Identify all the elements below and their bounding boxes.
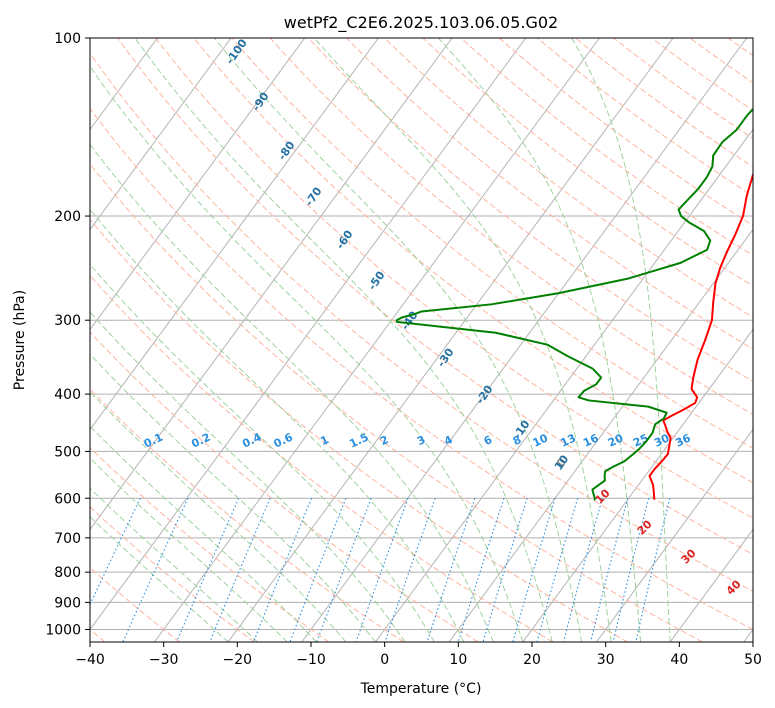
dry-adiabat-line <box>117 38 753 555</box>
isotherm-line <box>522 328 753 642</box>
y-tick-label: 500 <box>54 444 81 460</box>
mixing-ratio-line <box>563 498 603 642</box>
y-tick-label: 200 <box>54 209 81 225</box>
mixing-ratio-line <box>384 498 436 642</box>
x-tick-label: 10 <box>449 652 467 668</box>
mixing-ratio-label: 30 <box>652 431 672 449</box>
mixing-ratio-line <box>355 498 409 642</box>
isotherm-line <box>154 38 600 642</box>
x-tick-label: 50 <box>744 652 762 668</box>
mixing-ratio-line <box>512 498 556 642</box>
pressure-gridlines <box>90 38 753 630</box>
moist-adiabat-line <box>134 38 553 642</box>
x-tick-label: −10 <box>296 652 326 668</box>
dry-adiabat-line <box>90 331 479 642</box>
x-tick-label: 30 <box>597 652 615 668</box>
y-tick-label: 400 <box>54 387 81 403</box>
mixing-ratio-line <box>289 498 347 642</box>
dry-adiabat-line <box>90 274 554 642</box>
y-tick-label: 900 <box>54 595 81 611</box>
moist-adiabat-line <box>571 38 671 642</box>
chart-title: wetPf2_C2E6.2025.103.06.05.G02 <box>284 13 558 33</box>
isotherm-lines <box>90 38 753 642</box>
dry-adiabat-line <box>90 566 180 642</box>
mixing-ratio-lines <box>90 498 671 642</box>
moist-adiabat-line <box>90 425 317 642</box>
isotherm-line <box>375 128 753 642</box>
dry-adiabat-line <box>90 218 629 642</box>
moist-adiabat-line <box>90 65 524 642</box>
dry-adiabat-line <box>346 38 753 350</box>
mixing-ratio-label: 36 <box>673 431 693 449</box>
isotherm-line <box>90 38 379 431</box>
mixing-ratio-label: 16 <box>581 431 601 449</box>
x-tick-label: 20 <box>523 652 541 668</box>
moist-adiabat-lines <box>90 38 671 642</box>
moist-adiabat-line <box>90 208 465 642</box>
dry-adiabat-line <box>90 52 753 592</box>
dry-adiabat-line <box>307 38 753 382</box>
mixing-ratio-line <box>590 498 629 642</box>
x-tick-label: −20 <box>223 652 253 668</box>
y-tick-label: 800 <box>54 565 81 581</box>
dry-adiabat-line <box>90 107 753 631</box>
mixing-ratio-line <box>122 498 189 642</box>
mixing-ratio-line <box>316 498 372 642</box>
isotherm-line <box>90 38 306 331</box>
axis-ticks: −40 −30 −20 −10 0 10 20 30 40 50 100 200 300 400 500 60… <box>45 31 762 668</box>
moist-adiabat-line <box>90 457 288 642</box>
y-tick-label: 600 <box>54 491 81 507</box>
plot-frame <box>89 37 754 643</box>
isotherm-line <box>227 38 674 642</box>
isotherm-line <box>90 38 527 631</box>
y-axis-label: Pressure (hPa) <box>12 290 28 390</box>
mixing-ratio-line <box>253 498 313 642</box>
x-tick-label: 0 <box>380 652 389 668</box>
mixing-ratio-line <box>635 498 671 642</box>
dry-adiabat-lines <box>90 38 753 642</box>
isotherm-line <box>90 38 232 231</box>
mixing-ratio-line <box>612 498 650 642</box>
x-axis-label: Temperature (°C) <box>360 681 482 697</box>
sounding-series <box>395 107 753 501</box>
isotherm-line <box>90 38 453 531</box>
dewpoint-line <box>395 107 753 501</box>
moist-adiabat-line <box>90 353 376 642</box>
mixing-ratio-label: 10 <box>531 431 551 449</box>
dry-adiabat-line <box>155 38 753 519</box>
mixing-ratio-line <box>176 498 240 642</box>
mixing-ratio-label: 13 <box>559 431 578 449</box>
moist-adiabat-line <box>313 38 612 642</box>
dry-adiabat-line <box>422 38 753 287</box>
mixing-ratio-line <box>209 498 271 642</box>
x-tick-label: 40 <box>670 652 688 668</box>
y-tick-label: 300 <box>54 313 81 329</box>
moist-adiabat-line <box>90 311 406 642</box>
y-tick-label: 100 <box>54 31 81 47</box>
isotherm-line <box>596 428 753 642</box>
moist-adiabat-line <box>90 143 494 642</box>
y-tick-label: 1000 <box>45 622 81 638</box>
x-tick-label: −40 <box>75 652 105 668</box>
dry-adiabat-line <box>90 446 330 642</box>
mixing-ratio-label: 20 <box>606 431 626 449</box>
x-tick-label: −30 <box>149 652 179 668</box>
moist-adiabat-line <box>438 38 642 642</box>
moist-adiabat-line <box>90 263 435 642</box>
dry-adiabat-line <box>269 38 753 416</box>
y-tick-label: 700 <box>54 531 81 547</box>
isotherm-line <box>669 528 753 642</box>
dry-adiabat-line <box>90 388 404 642</box>
dry-adiabat-line <box>231 38 753 449</box>
dry-adiabat-line <box>90 163 703 642</box>
temperature-line <box>648 172 753 500</box>
mixing-ratio-line <box>536 498 579 642</box>
moist-adiabat-line <box>90 391 347 642</box>
mixing-ratio-label: 25 <box>631 431 650 449</box>
